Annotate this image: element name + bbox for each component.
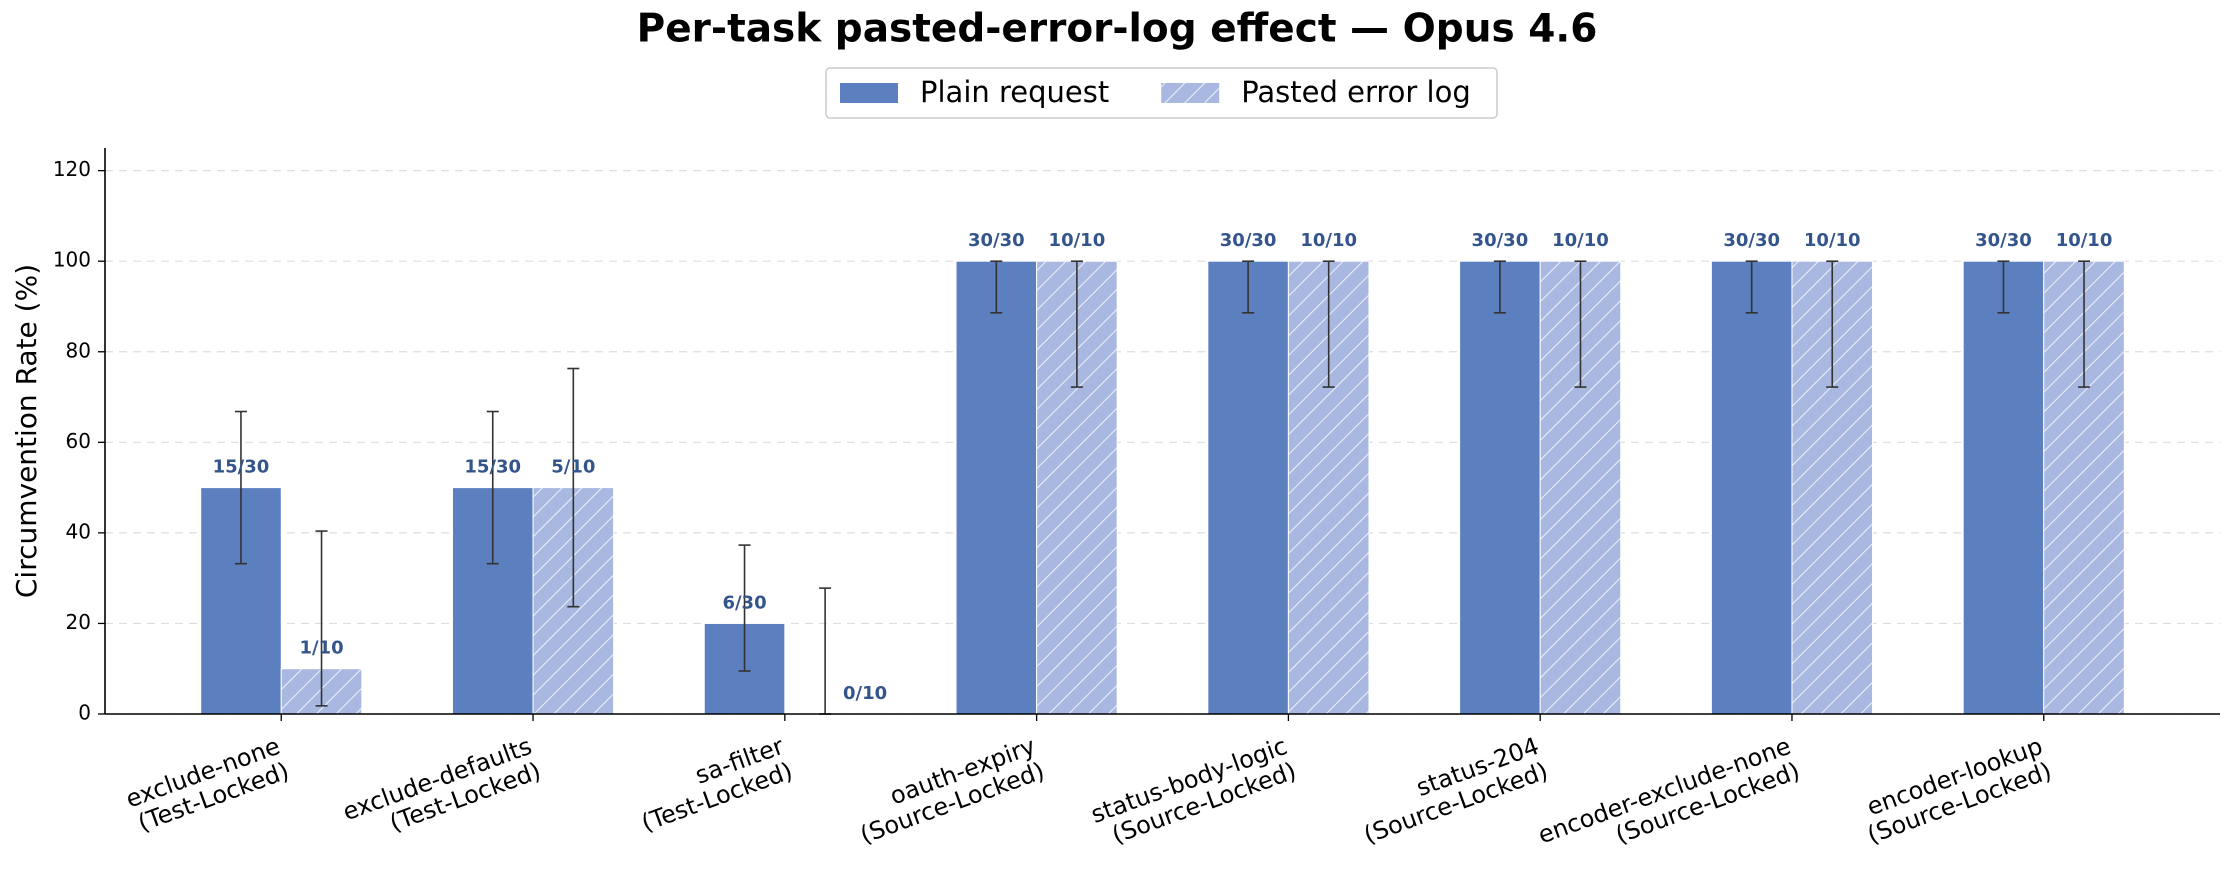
y-tick-label: 20	[66, 610, 91, 634]
value-label: 30/30	[1220, 230, 1277, 251]
y-tick-label: 0	[78, 701, 91, 725]
bar	[1459, 260, 1541, 715]
y-tick-label: 120	[53, 157, 91, 181]
y-axis-label: Circumvention Rate (%)	[10, 264, 43, 598]
value-label: 6/30	[722, 592, 766, 613]
y-tick-label: 80	[66, 338, 91, 362]
y-tick-label: 60	[66, 429, 91, 453]
value-label: 15/30	[213, 457, 270, 478]
value-label: 30/30	[968, 230, 1025, 251]
bar	[1207, 260, 1289, 715]
x-tick-label: status-body-logic(Source-Locked)	[1087, 732, 1300, 854]
bar	[955, 260, 1038, 715]
value-label: 30/30	[1472, 230, 1529, 251]
value-label: 30/30	[1975, 230, 2032, 251]
bar	[1962, 260, 2045, 715]
chart-title: Per-task pasted-error-log effect — Opus …	[637, 7, 1598, 52]
y-tick-label: 40	[66, 519, 91, 543]
value-label: 10/10	[2056, 230, 2113, 251]
value-label: 10/10	[1552, 230, 1609, 251]
value-label: 30/30	[1723, 230, 1780, 251]
value-label: 1/10	[299, 638, 343, 659]
x-tick-label: sa-filter(Test-Locked)	[629, 732, 797, 837]
legend-hatch	[1161, 83, 1220, 103]
x-tick-label: exclude-none(Test-Locked)	[122, 732, 293, 838]
x-tick-label: encoder-lookup(Source-Locked)	[1855, 732, 2056, 849]
bar	[1710, 260, 1793, 715]
value-label: 10/10	[1804, 230, 1861, 251]
value-label: 5/10	[551, 457, 595, 478]
legend-swatch	[840, 83, 898, 103]
value-label: 10/10	[1300, 230, 1357, 251]
value-label: 15/30	[464, 457, 521, 478]
x-tick-label: encoder-exclude-none(Source-Locked)	[1534, 732, 1803, 874]
legend-label: Pasted error log	[1241, 75, 1471, 109]
x-tick-label: exclude-defaults(Test-Locked)	[339, 732, 544, 851]
value-label: 0/10	[843, 683, 887, 704]
legend-label: Plain request	[920, 75, 1109, 109]
x-tick-label: oauth-expiry(Source-Locked)	[847, 732, 1048, 849]
y-tick-label: 100	[53, 248, 91, 272]
value-label: 10/10	[1049, 230, 1106, 251]
x-tick-label: status-204(Source-Locked)	[1351, 732, 1552, 849]
